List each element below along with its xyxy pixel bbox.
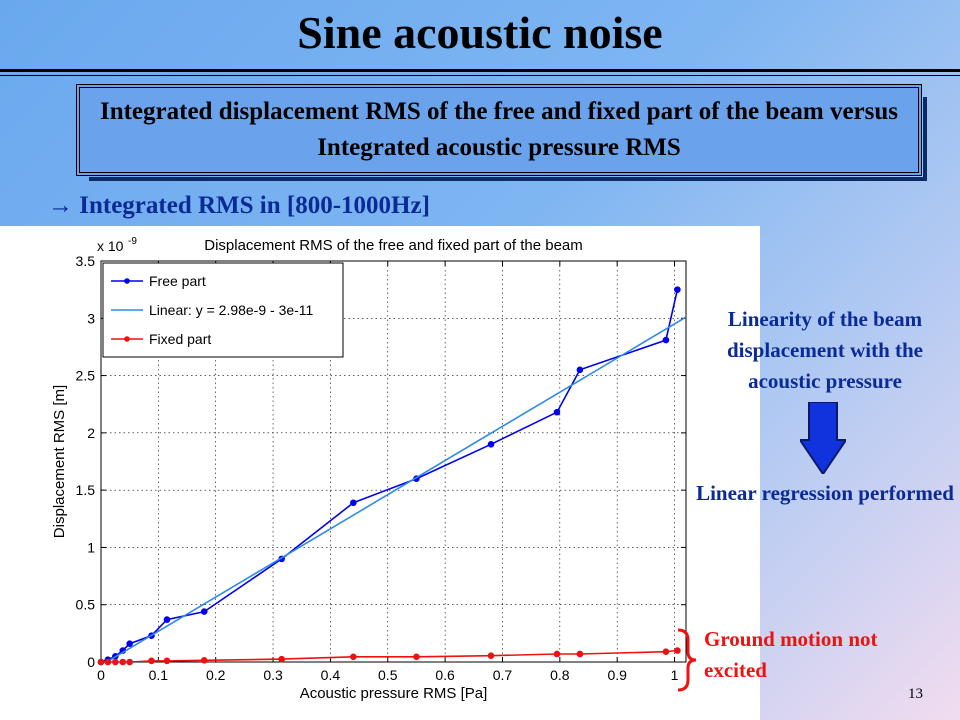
axes-box [100,260,687,663]
series-point-2 [278,655,285,663]
y-axis-label: Displacement RMS [m] [51,385,68,538]
series-point-2 [413,653,420,661]
series-point-2 [487,652,495,659]
series-point-0 [126,640,133,647]
x-tick-label: 0.3 [263,667,283,683]
down-arrow-icon [800,402,846,474]
series-point-0 [487,441,495,448]
page-number: 13 [908,686,923,702]
y-tick-label: 3.5 [76,253,96,269]
series-point-0 [200,608,208,615]
series-point-2 [112,658,119,666]
y-tick-label: 3 [87,310,95,326]
y-tick-label: 0 [87,654,95,670]
subtitle-text: Integrated displacement RMS of the free … [99,98,899,161]
series-line-2 [101,649,678,662]
series-point-0 [674,286,681,293]
ground-motion-note: Ground motion not excited [704,627,878,682]
x-axis-label: Acoustic pressure RMS [Pa] [300,685,488,702]
series-point-0 [163,616,171,623]
y-exponent-power: -9 [128,236,137,247]
x-tick-label: 0.6 [435,667,455,683]
legend-label-1: Linear: y = 2.98e-9 - 3e-11 [149,302,314,318]
x-tick-label: 0.2 [206,667,226,683]
bullet-line: → Integrated RMS in [800-1000Hz] [48,192,430,220]
legend-marker-0 [124,278,130,284]
y-tick-label: 2 [87,425,95,441]
series-point-2 [126,658,133,666]
series-point-0 [576,366,584,374]
title-bar: Sine acoustic noise [0,0,960,70]
slide-title: Sine acoustic noise [297,7,663,58]
legend-label-2: Fixed part [149,331,211,347]
regression-note: Linear regression performed [696,481,954,505]
arrow-bullet-icon: → [48,192,73,219]
series-point-2 [119,658,127,666]
legend-marker-2 [124,336,130,342]
title-divider [0,69,960,72]
series-point-2 [97,658,105,666]
series-point-2 [148,657,155,665]
series-point-2 [576,650,584,658]
series-line-0 [101,289,679,662]
x-tick-label: 0.1 [149,667,169,683]
series-point-0 [662,336,670,344]
subtitle-box: Integrated displacement RMS of the free … [76,84,927,181]
x-tick-label: 0.8 [550,667,570,683]
series-point-2 [674,647,681,654]
series-point-2 [350,653,357,661]
y-tick-label: 1.5 [76,482,96,498]
series-point-0 [350,499,357,507]
series-point-2 [200,656,208,664]
y-tick-label: 2.5 [76,368,96,384]
y-tick-label: 0.5 [76,597,96,613]
right-brace-icon [677,628,697,692]
x-tick-label: 0 [97,667,105,683]
legend-label-0: Free part [149,273,206,289]
linearity-note: Linearity of the beam displacement with … [727,307,923,393]
y-tick-label: 1 [87,539,95,555]
x-tick-label: 0.4 [321,667,341,683]
series-point-0 [553,408,561,416]
x-tick-label: 0.7 [493,667,513,683]
y-exponent-label: x 10 [97,238,124,254]
series-point-2 [553,650,561,658]
x-tick-label: 1 [671,667,679,683]
title-divider-thin [0,75,960,76]
chart-panel: 0 0.1 0.2 0.3 0.4 0.5 0.6 0.7 0.8 0.9 1 0 0.5 1 1.5 2 2.… [0,226,760,720]
series-line-1 [105,316,686,662]
bullet-text: Integrated RMS in [800-1000Hz] [79,192,430,219]
chart-title: Displacement RMS of the free and fixed p… [204,237,583,254]
x-tick-label: 0.9 [607,667,627,683]
x-tick-label: 0.5 [378,667,398,683]
series-point-2 [163,657,171,665]
chart-svg: 0 0.1 0.2 0.3 0.4 0.5 0.6 0.7 0.8 0.9 1 0 0.5 1 1.5 2 2.… [51,236,687,702]
series-point-2 [662,648,670,655]
series-point-2 [104,658,112,666]
